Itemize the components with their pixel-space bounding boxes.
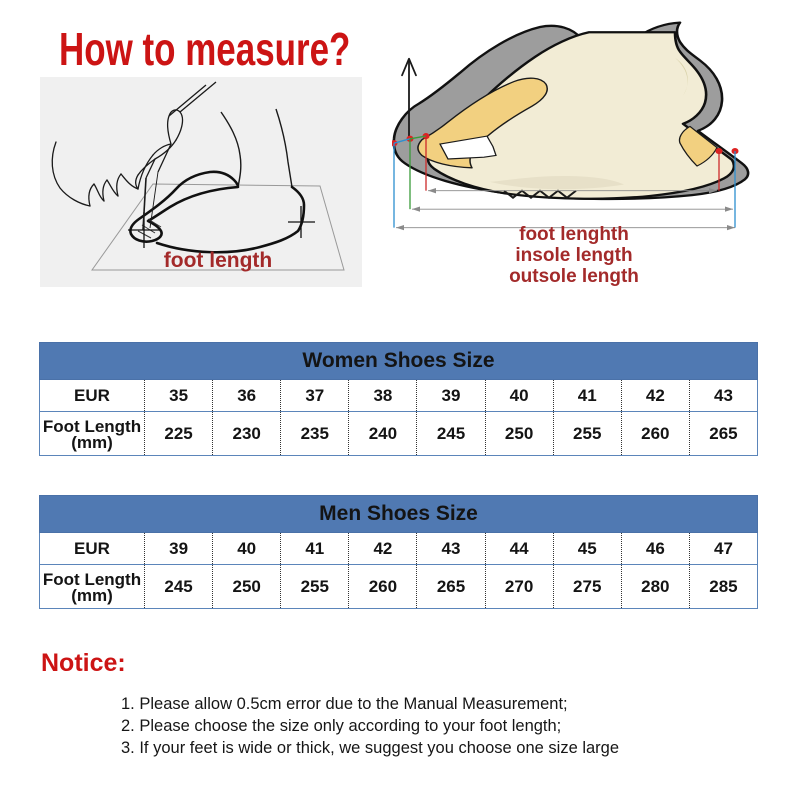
svg-text:foot lenghth: foot lenghth bbox=[519, 224, 629, 245]
svg-text:outsole length: outsole length bbox=[509, 266, 639, 287]
svg-text:foot length: foot length bbox=[164, 249, 272, 272]
svg-text:insole length: insole length bbox=[515, 245, 632, 266]
